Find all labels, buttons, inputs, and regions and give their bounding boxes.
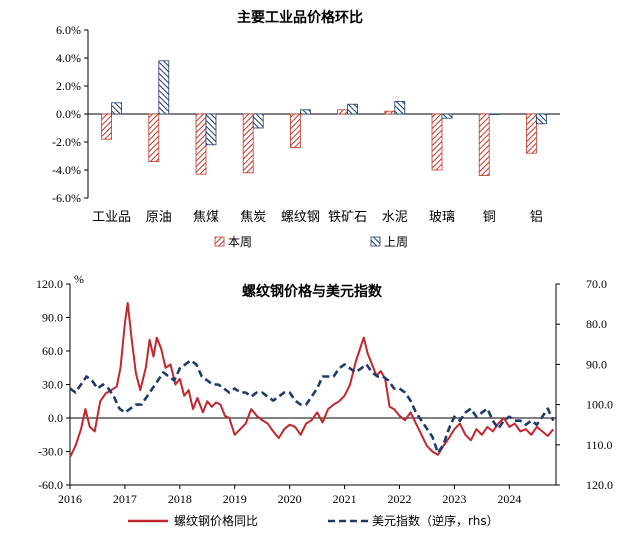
legend-label: 上周 (384, 235, 408, 249)
bar-category-label: 焦煤 (193, 210, 219, 225)
bar-this-week (101, 113, 112, 140)
line-x-tick-label: 2022 (387, 492, 411, 506)
bar-last-week (536, 113, 547, 125)
legend-label: 螺纹钢价格同比 (174, 513, 258, 528)
line-left-tick-label: 0.0 (48, 411, 63, 425)
legend-swatch-this-week (214, 236, 225, 247)
legend-swatch-last-week (370, 236, 381, 247)
bar-this-week (384, 110, 396, 115)
bar-category-label: 铝 (530, 210, 543, 225)
bar-y-tick-label: -2.0% (52, 135, 81, 149)
line-legend: 螺纹钢价格同比 美元指数（逆序，rhs） (128, 513, 499, 528)
bar-last-week (347, 103, 359, 115)
bar-this-week (526, 113, 537, 154)
bar-last-week (299, 109, 311, 115)
line-left-tick-label: 120.0 (36, 277, 63, 291)
bar-this-week (195, 113, 207, 175)
bar-category-label: 铁矿石 (328, 210, 367, 225)
rebar-yoy-line (69, 302, 555, 458)
bar-y-tick-label: -6.0% (52, 191, 81, 205)
line-x-tick-label: 2024 (497, 492, 521, 506)
line-axes: 120.0 90.0 60.0 30.0 0.0 -30.0 -60.0 70.0 80.0 90… (36, 277, 613, 506)
line-x-tick-label: 2018 (168, 492, 192, 506)
bar-y-tick-label: 2.0% (56, 79, 81, 93)
bar-chart-title: 主要工业品价格环比 (237, 9, 363, 26)
line-left-tick-label: -30.0 (38, 445, 63, 459)
bar-y-tick-label: 6.0% (56, 23, 81, 37)
bar-last-week (488, 113, 500, 115)
line-x-tick-label: 2021 (333, 492, 357, 506)
bar-last-week (252, 113, 264, 129)
bar-chart: 主要工业品价格环比 6.0% 4.0% 2.0% 0.0% -2.0% -4.0% -6.0… (52, 9, 560, 249)
line-right-tick-label: 120.0 (586, 478, 613, 492)
bar-this-week (289, 113, 301, 148)
line-right-tick-label: 100.0 (586, 398, 613, 412)
line-left-unit: % (74, 272, 84, 286)
bar-category-label: 焦炭 (240, 210, 266, 225)
bar-this-week (148, 113, 160, 162)
bar-category-label: 原油 (146, 210, 172, 225)
line-x-tick-label: 2016 (58, 492, 82, 506)
bar-last-week (111, 102, 122, 115)
line-left-tick-label: -60.0 (38, 478, 63, 492)
line-left-tick-label: 60.0 (42, 344, 63, 358)
bar-last-week (158, 60, 170, 115)
bar-category-label: 玻璃 (429, 210, 455, 225)
line-x-tick-label: 2019 (223, 492, 247, 506)
legend-label: 美元指数（逆序，rhs） (372, 513, 499, 528)
bar-y-tick-label: -4.0% (52, 163, 81, 177)
bar-this-week (478, 113, 490, 176)
line-right-tick-label: 90.0 (586, 357, 607, 371)
line-chart-title: 螺纹钢价格与美元指数 (242, 283, 383, 300)
line-left-tick-label: 30.0 (42, 378, 63, 392)
bar-this-week (242, 113, 254, 174)
line-series-group (69, 302, 555, 458)
legend-label: 本周 (228, 235, 252, 249)
line-left-tick-label: 90.0 (42, 311, 63, 325)
bar-this-week (337, 109, 349, 115)
dollar-index-line (69, 359, 555, 455)
bar-legend: 本周 上周 (214, 235, 408, 249)
bar-series-group (101, 60, 547, 176)
line-x-tick-label: 2023 (442, 492, 466, 506)
line-right-tick-label: 70.0 (586, 277, 607, 291)
line-x-tick-label: 2017 (113, 492, 137, 506)
bar-this-week (431, 113, 443, 171)
bar-category-labels: 工业品 原油 焦煤 焦炭 螺纹钢 铁矿石 水泥 玻璃 铜 铝 (92, 210, 543, 225)
line-x-tick-label: 2020 (278, 492, 302, 506)
bar-y-tick-label: 4.0% (56, 51, 81, 65)
bar-category-label: 螺纹钢 (281, 210, 320, 225)
line-right-tick-label: 110.0 (586, 438, 613, 452)
line-right-tick-label: 80.0 (586, 317, 607, 331)
bar-last-week (441, 113, 453, 119)
bar-category-label: 铜 (483, 210, 496, 225)
line-chart: 螺纹钢价格与美元指数 % 120.0 90.0 60.0 30.0 0.0 -30.0 -6… (36, 272, 613, 528)
bar-y-tick-label: 0.0% (56, 107, 81, 121)
bar-category-label: 水泥 (382, 210, 408, 225)
bar-last-week (205, 113, 217, 146)
bar-last-week (394, 101, 406, 115)
bar-y-axis: 6.0% 4.0% 2.0% 0.0% -2.0% -4.0% -6.0% (52, 23, 560, 205)
bar-category-label: 工业品 (92, 210, 131, 225)
